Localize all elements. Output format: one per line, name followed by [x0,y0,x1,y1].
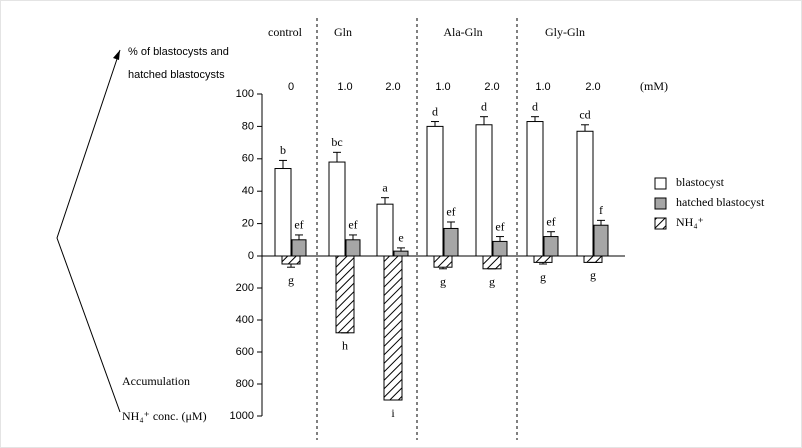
bracket-arrow [56,49,121,413]
bar [576,130,594,257]
legend-label: NH₄⁺ [676,215,704,229]
significance-letter: ef [348,218,357,232]
significance-letter: a [382,180,388,194]
y-tick-label: 20 [242,218,254,230]
significance-letter: cd [579,108,590,122]
y-label: hatched blastocysts [128,69,225,81]
x-tick-label: 1.0 [535,81,550,93]
significance-letter: g [489,275,495,289]
y-tick-label: 100 [236,88,254,100]
significance-letter: b [280,143,286,157]
significance-letter: g [540,270,546,284]
x-tick-label: 1.0 [435,81,450,93]
significance-letter: g [288,273,294,287]
x-tick-label: 0 [288,81,294,93]
x-tick-label: 2.0 [585,81,600,93]
legend-swatch [654,217,667,230]
significance-letter: h [342,339,348,353]
group-label: Gln [334,25,352,39]
y2-tick-label: 600 [236,346,254,358]
y2-tick-label: 200 [236,282,254,294]
bar [328,161,346,257]
significance-letter: d [532,99,538,113]
significance-letter: ef [546,214,555,228]
significance-letter: e [398,231,403,245]
bar [482,255,502,270]
bar [492,240,508,257]
bar [433,255,453,268]
bar [583,255,603,263]
significance-letter: ef [446,205,455,219]
y2-tick-label: 400 [236,314,254,326]
legend-label: hatched blastocyst [676,195,765,209]
y-label: % of blastocysts and [128,46,229,58]
bar [475,124,493,257]
significance-letter: d [481,99,487,113]
arrow-head [113,50,120,60]
significance-letter: g [590,268,596,282]
legend-swatch [654,197,667,210]
group-label: control [268,25,303,39]
significance-letter: i [391,406,395,420]
bar [533,255,553,263]
bar [393,250,409,257]
bar [526,121,544,257]
y2-tick-label: 800 [236,378,254,390]
x-tick-label: 2.0 [484,81,499,93]
bar [281,255,301,265]
bar [593,224,609,257]
y-tick-label: 0 [248,250,254,262]
significance-letter: bc [331,135,342,149]
unit-label: (mM) [640,79,668,93]
significance-letter: g [440,275,446,289]
x-tick-label: 2.0 [385,81,400,93]
bar [426,125,444,257]
bar [376,203,394,257]
legend-label: blastocyst [676,175,725,189]
y-tick-label: 40 [242,185,254,197]
bar [443,227,459,257]
bar [291,239,307,257]
y2-tick-label: 1000 [230,410,254,422]
significance-letter: f [599,203,603,217]
bar [345,239,361,257]
y-tick-label: 60 [242,153,254,165]
bar [274,168,292,257]
bar [335,255,355,334]
y2-label: NH₄⁺ conc. (μM) [122,409,207,423]
group-label: Ala-Gln [443,25,482,39]
x-tick-label: 1.0 [337,81,352,93]
significance-letter: ef [294,218,303,232]
group-label: Gly-Gln [545,25,585,39]
bar [543,236,559,257]
significance-letter: d [432,104,438,118]
bar [383,255,403,401]
significance-letter: ef [495,219,504,233]
y2-label: Accumulation [122,374,190,388]
legend-swatch [654,177,667,190]
y-tick-label: 80 [242,120,254,132]
